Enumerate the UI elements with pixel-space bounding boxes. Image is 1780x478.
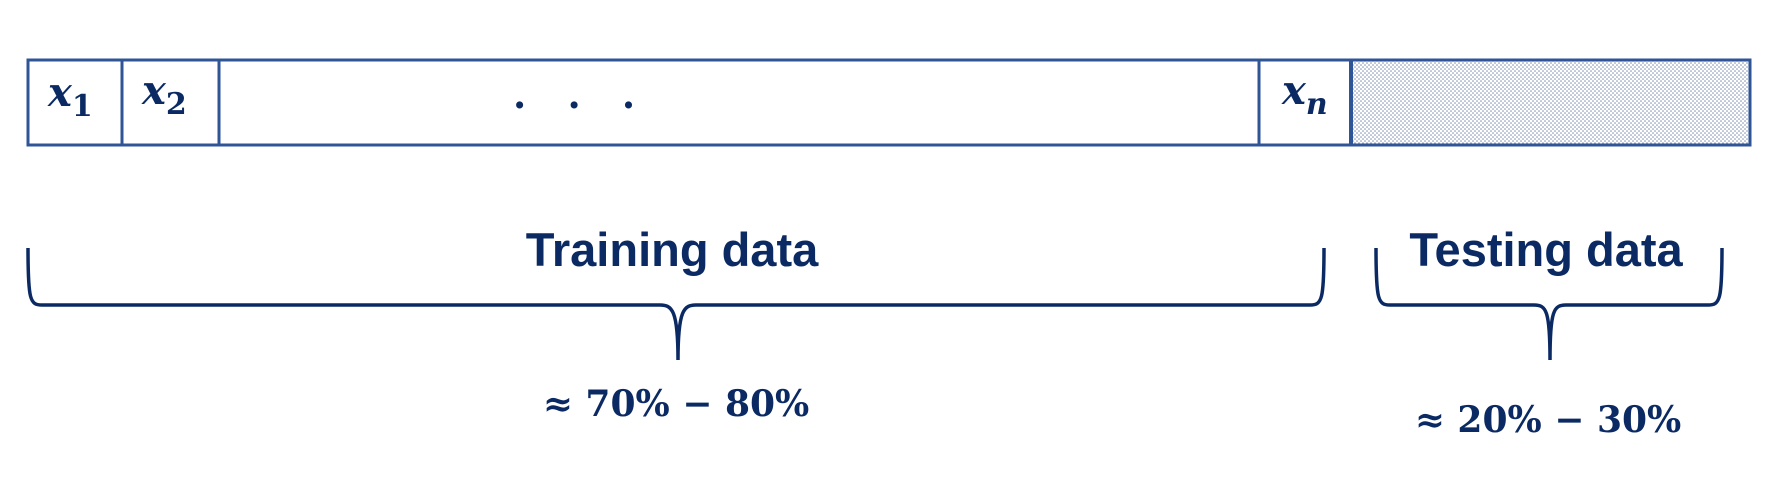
cell-x1: x1 — [47, 69, 93, 124]
training-label: Training data — [526, 223, 819, 276]
testing-brace: Testing data ≈ 20% − 30% — [1374, 223, 1724, 441]
training-brace-shape — [26, 247, 1326, 361]
training-brace: Training data ≈ 70% − 80% — [26, 223, 1326, 425]
training-percent: ≈ 70% − 80% — [543, 383, 810, 425]
ellipsis: . . . — [513, 72, 649, 117]
testing-label: Testing data — [1409, 223, 1683, 276]
cell-x2: x2 — [141, 67, 187, 122]
testing-percent: ≈ 20% − 30% — [1415, 399, 1682, 441]
testing-brace-shape — [1374, 247, 1724, 361]
testing-segment — [1351, 61, 1749, 144]
cell-xn: xn — [1281, 67, 1328, 122]
data-strip: x1 x2 . . . xn — [26, 58, 1752, 147]
